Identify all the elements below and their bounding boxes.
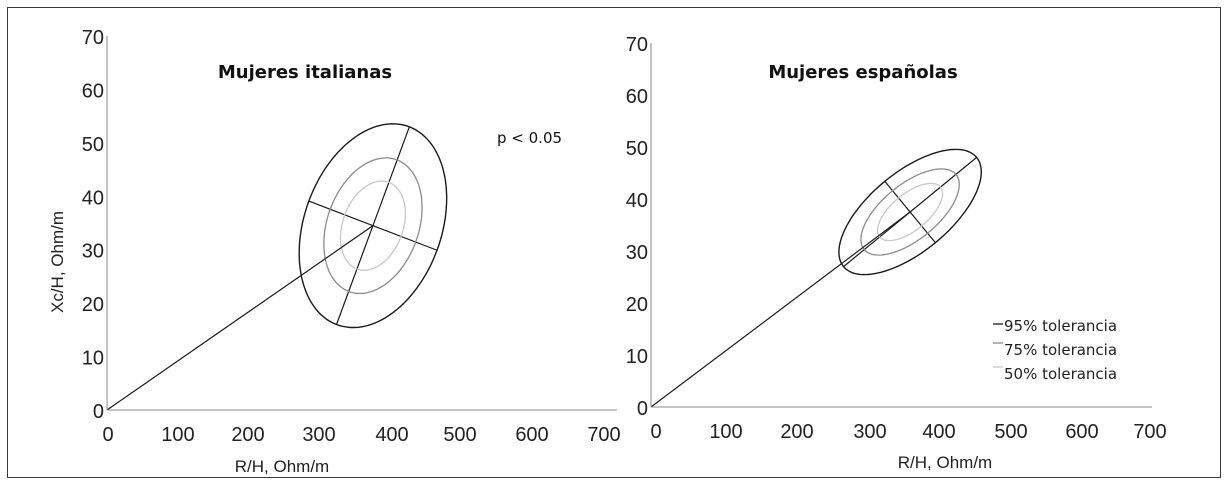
- axes: [106, 36, 617, 411]
- tolerance-ellipses: [106, 123, 448, 411]
- chart-panel-spanish-women: 0 100 200 300 400 500 600 700 0 10 20 30 40 50 60 70 M…: [626, 34, 1167, 472]
- x-tick-label: 500: [443, 424, 476, 446]
- y-tick-label: 0: [93, 401, 104, 423]
- tolerance-ellipses: [650, 148, 983, 408]
- x-tick-label: 100: [709, 421, 742, 443]
- x-axis-title: R/H, Ohm/m: [235, 457, 329, 476]
- x-tick-label: 600: [1065, 421, 1098, 443]
- y-tick-label: 10: [626, 346, 648, 368]
- tolerance-ellipse: [876, 182, 944, 242]
- tolerance-ellipse: [323, 157, 423, 295]
- chart-title: Mujeres italianas: [218, 62, 392, 83]
- x-tick-labels: 0 100 200 300 400 500 600 700: [650, 421, 1166, 443]
- tolerance-ellipse: [838, 148, 983, 276]
- y-tick-label: 70: [82, 27, 104, 49]
- y-tick-label: 40: [82, 187, 104, 209]
- y-tick-label: 0: [637, 398, 648, 420]
- legend: 95% tolerancia 75% tolerancia 50% tolera…: [993, 317, 1117, 383]
- x-tick-label: 0: [102, 424, 113, 446]
- x-tick-label: 400: [922, 421, 955, 443]
- x-tick-label: 300: [302, 424, 335, 446]
- figure-frame: [7, 7, 1221, 478]
- x-tick-label: 0: [650, 421, 661, 443]
- x-tick-label: 200: [780, 421, 813, 443]
- significance-annotation: p < 0.05: [497, 129, 562, 147]
- y-tick-label: 60: [82, 80, 104, 102]
- x-axis-title: R/H, Ohm/m: [898, 453, 992, 472]
- x-tick-label: 500: [994, 421, 1027, 443]
- y-tick-label: 20: [82, 294, 104, 316]
- x-tick-label: 100: [161, 424, 194, 446]
- x-tick-label: 300: [853, 421, 886, 443]
- y-tick-label: 30: [82, 241, 104, 263]
- x-tick-label: 200: [231, 424, 264, 446]
- y-axis-title: Xc/H, Ohm/m: [48, 211, 67, 313]
- ellipse-minor-axis: [308, 200, 438, 251]
- x-tick-label: 700: [587, 424, 620, 446]
- legend-label: 75% tolerancia: [1004, 341, 1117, 359]
- chart-panel-italian-women: 0 100 200 300 400 500 600 700 0 10 20 30 40 50 60 70 M…: [48, 27, 621, 476]
- mean-vector-line: [650, 211, 911, 408]
- x-tick-label: 600: [515, 424, 548, 446]
- x-tick-labels: 0 100 200 300 400 500 600 700: [102, 424, 620, 446]
- y-tick-label: 70: [626, 34, 648, 56]
- y-tick-label: 50: [626, 138, 648, 160]
- y-tick-label: 50: [82, 134, 104, 156]
- x-tick-label: 700: [1133, 421, 1166, 443]
- legend-item-50: 50% tolerancia: [993, 365, 1117, 383]
- tolerance-ellipse: [339, 180, 407, 271]
- legend-label: 50% tolerancia: [1004, 365, 1117, 383]
- y-tick-label: 20: [626, 294, 648, 316]
- y-tick-label: 60: [626, 86, 648, 108]
- x-tick-label: 400: [375, 424, 408, 446]
- tolerance-ellipse: [860, 168, 960, 256]
- legend-item-95: 95% tolerancia: [993, 317, 1117, 335]
- y-tick-labels: 0 10 20 30 40 50 60 70: [82, 27, 104, 423]
- y-tick-label: 30: [626, 242, 648, 264]
- legend-label: 95% tolerancia: [1004, 317, 1117, 335]
- y-tick-labels: 0 10 20 30 40 50 60 70: [626, 34, 648, 420]
- legend-item-75: 75% tolerancia: [993, 341, 1117, 359]
- mean-vector-line: [106, 225, 374, 411]
- y-tick-label: 10: [82, 348, 104, 370]
- y-tick-label: 40: [626, 190, 648, 212]
- chart-title: Mujeres españolas: [768, 62, 957, 83]
- axes: [650, 43, 1152, 408]
